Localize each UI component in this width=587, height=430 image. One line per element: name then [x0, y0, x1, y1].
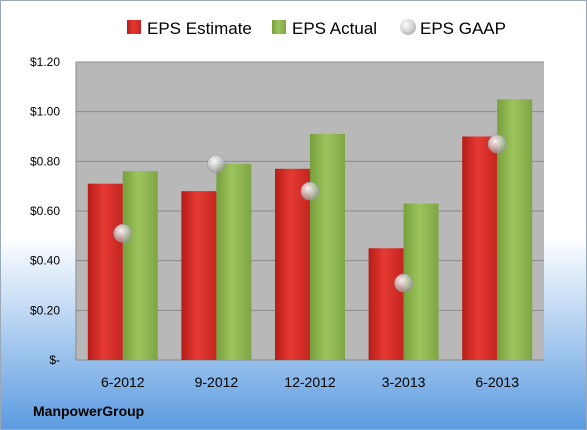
point-eps-gaap — [394, 273, 413, 293]
x-tick-label: 6-2013 — [475, 374, 519, 390]
gaap-points — [113, 134, 507, 293]
y-tick-label: $1.00 — [30, 105, 60, 119]
point-eps-gaap — [487, 134, 507, 154]
legend: EPS Estimate EPS Actual EPS GAAP — [127, 19, 506, 38]
bar-eps-estimate — [87, 183, 123, 360]
bar-eps-actual — [216, 163, 252, 360]
legend-swatch-gaap — [400, 19, 416, 35]
legend-label-actual: EPS Actual — [292, 19, 377, 38]
x-tick-label: 9-2012 — [195, 374, 239, 390]
y-tick-label: $0.20 — [30, 303, 60, 317]
x-tick-label: 12-2012 — [284, 374, 336, 390]
bar-eps-actual — [122, 171, 158, 360]
bars — [87, 99, 533, 360]
company-label: ManpowerGroup — [33, 403, 144, 419]
y-tick-label: $0.40 — [30, 254, 60, 268]
point-eps-gaap — [207, 154, 226, 174]
y-tick-label: $0.60 — [30, 204, 60, 218]
y-tick-label: $0.80 — [30, 154, 60, 168]
legend-swatch-actual — [272, 20, 286, 34]
y-tick-label: $- — [49, 353, 60, 367]
x-tick-label: 6-2012 — [101, 374, 145, 390]
y-tick-label: $1.20 — [30, 55, 60, 69]
bar-eps-estimate — [462, 136, 498, 360]
bar-eps-estimate — [181, 191, 217, 360]
y-axis-ticks: $- $0.20 $0.40 $0.60 $0.80 $1.00 $1.20 — [30, 55, 60, 367]
bar-eps-estimate — [368, 248, 404, 360]
x-axis-ticks: 6-2012 9-2012 12-2012 3-2013 6-2013 — [101, 374, 519, 390]
legend-label-estimate: EPS Estimate — [147, 19, 252, 38]
bar-eps-actual — [310, 134, 345, 360]
point-eps-gaap — [300, 181, 320, 201]
point-eps-gaap — [113, 224, 133, 243]
x-tick-label: 3-2013 — [382, 374, 426, 390]
bar-eps-estimate — [275, 168, 310, 360]
legend-swatch-estimate — [127, 20, 141, 34]
legend-label-gaap: EPS GAAP — [420, 19, 506, 38]
